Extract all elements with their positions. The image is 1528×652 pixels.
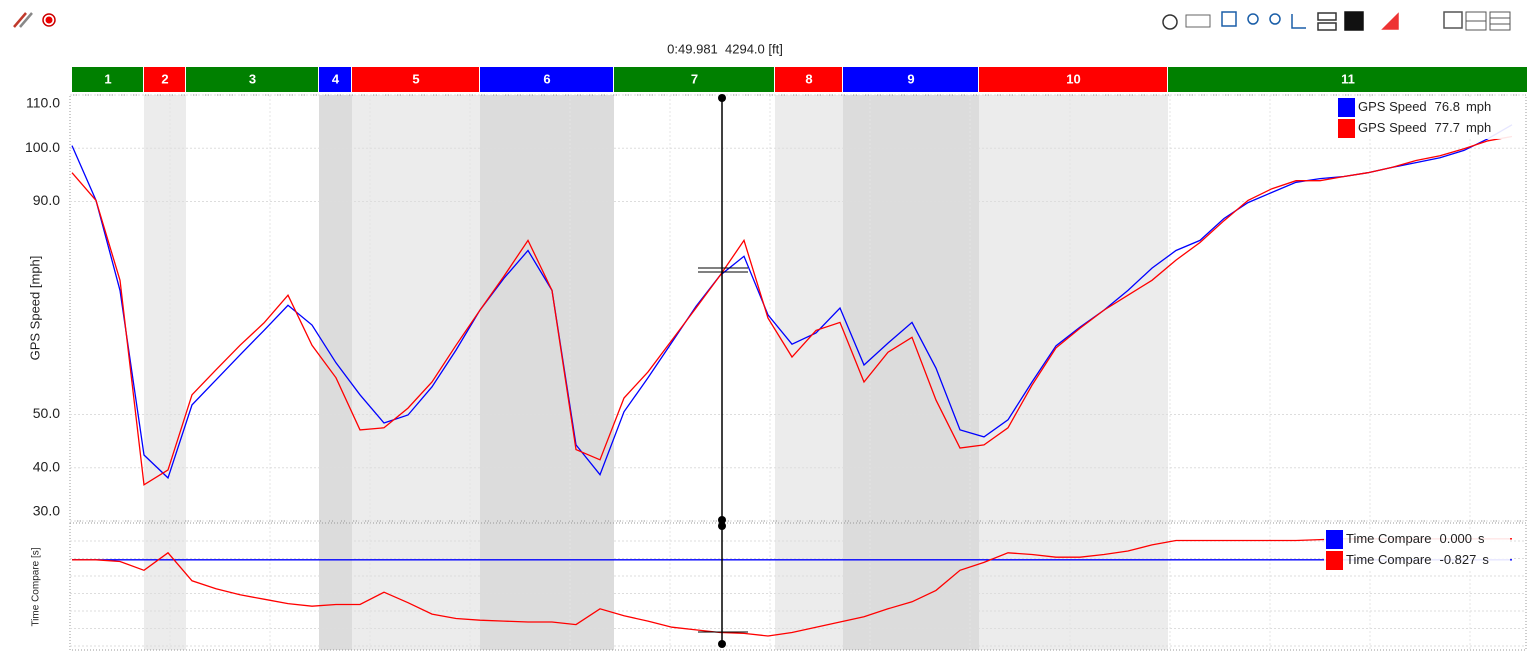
y-tick-label: 90.0 xyxy=(33,192,60,208)
segment-label: 3 xyxy=(249,71,256,86)
segment-label: 9 xyxy=(907,71,914,86)
tool-icon[interactable] xyxy=(1317,22,1337,31)
tool-icon[interactable] xyxy=(1247,13,1259,25)
y-tick-label: 40.0 xyxy=(33,458,60,474)
segment-shade xyxy=(480,95,614,650)
legend-name: Time Compare xyxy=(1346,531,1431,546)
segment-tab xyxy=(319,67,351,92)
segment-label: 7 xyxy=(691,71,698,86)
segment-label: 4 xyxy=(332,71,340,86)
legend-value: 77.7 xyxy=(1435,120,1460,135)
legend-box xyxy=(1324,550,1510,571)
segment-shade xyxy=(775,95,843,650)
legend-name: Time Compare xyxy=(1346,552,1431,567)
tool-icon[interactable] xyxy=(1269,13,1281,25)
segment-tab xyxy=(480,67,613,92)
toolbar-right xyxy=(1162,11,1511,31)
series-line xyxy=(72,538,1512,637)
legend-swatch xyxy=(1326,530,1343,549)
segment-shade xyxy=(352,95,480,650)
y-tick-label: 30.0 xyxy=(33,503,60,519)
segment-label: 10 xyxy=(1066,71,1080,86)
toolbar-left xyxy=(13,12,56,28)
y-tick-label: 50.0 xyxy=(33,405,60,421)
legend-value: -0.827 xyxy=(1439,552,1476,567)
tool-icon[interactable] xyxy=(1317,12,1337,21)
cursor-handle xyxy=(718,522,726,530)
record-dot xyxy=(45,16,53,24)
segment-tab xyxy=(1168,67,1527,92)
segment-shade xyxy=(843,95,979,650)
legend-swatch xyxy=(1338,98,1355,117)
segment-label: 8 xyxy=(805,71,812,86)
y-tick-label: 100.0 xyxy=(25,139,60,155)
legend-unit: s xyxy=(1482,552,1489,567)
segment-tab xyxy=(72,67,143,92)
cursor-readout: 0:49.981 4294.0 [ft] xyxy=(667,41,783,56)
legend-value: 0.000 xyxy=(1439,531,1472,546)
segment-tab xyxy=(775,67,842,92)
legend-entry: GPS Speed 77.7 mph xyxy=(1358,120,1491,135)
series-line xyxy=(71,135,1513,486)
plots xyxy=(71,124,1513,637)
legend-value: 76.8 xyxy=(1435,99,1460,114)
segment-tab xyxy=(843,67,978,92)
cursor-handle xyxy=(718,640,726,648)
tool-icon[interactable] xyxy=(1185,14,1211,28)
legend-swatch xyxy=(1326,551,1343,570)
segment-shade xyxy=(144,95,186,650)
segment-tab xyxy=(144,67,185,92)
tool-icon[interactable] xyxy=(1162,14,1178,30)
tool-icon[interactable] xyxy=(1489,11,1511,31)
legend-entry: Time Compare -0.827 s xyxy=(1346,552,1489,567)
legend-name: GPS Speed xyxy=(1358,120,1427,135)
segment-tab xyxy=(352,67,479,92)
segment-label: 11 xyxy=(1341,71,1355,86)
segment-label: 5 xyxy=(412,71,419,86)
tool-icon[interactable] xyxy=(1381,12,1399,30)
legend-box xyxy=(1336,97,1522,118)
grid xyxy=(69,94,1527,651)
segment-shading xyxy=(144,95,1168,650)
cursor-handle xyxy=(718,94,726,102)
legend-name: GPS Speed xyxy=(1358,99,1427,114)
tool-icon[interactable] xyxy=(19,12,33,28)
segment-shade xyxy=(319,95,352,650)
segment-tab xyxy=(186,67,318,92)
legend-unit: mph xyxy=(1466,120,1491,135)
segment-tab xyxy=(979,67,1167,92)
plot-frame xyxy=(69,522,1527,651)
tool-icon[interactable] xyxy=(1291,14,1306,29)
legend-swatch xyxy=(1338,119,1355,138)
segment-label: 6 xyxy=(543,71,550,86)
legend-box xyxy=(1336,118,1522,139)
tool-icon[interactable] xyxy=(13,12,27,28)
tool-icon[interactable] xyxy=(1344,11,1364,31)
cursor-handle xyxy=(718,516,726,524)
y-tick-label: 110.0 xyxy=(26,95,60,111)
legend-entry: GPS Speed 76.8 mph xyxy=(1358,99,1491,114)
legend-unit: mph xyxy=(1466,99,1491,114)
segment-label: 1 xyxy=(104,71,111,86)
legend-box xyxy=(1324,529,1510,550)
series-line xyxy=(71,124,1513,480)
segment-shade xyxy=(979,95,1168,650)
tool-icon[interactable] xyxy=(1443,11,1463,29)
legend-entry: Time Compare 0.000 s xyxy=(1346,531,1485,546)
segment-label: 2 xyxy=(161,71,168,86)
y-axis-title: Time Compare [s] xyxy=(31,547,42,626)
y-axis-title: GPS Speed [mph] xyxy=(27,256,42,361)
legend-unit: s xyxy=(1478,531,1485,546)
segment-tab xyxy=(614,67,774,92)
tool-icon[interactable] xyxy=(1221,11,1237,27)
